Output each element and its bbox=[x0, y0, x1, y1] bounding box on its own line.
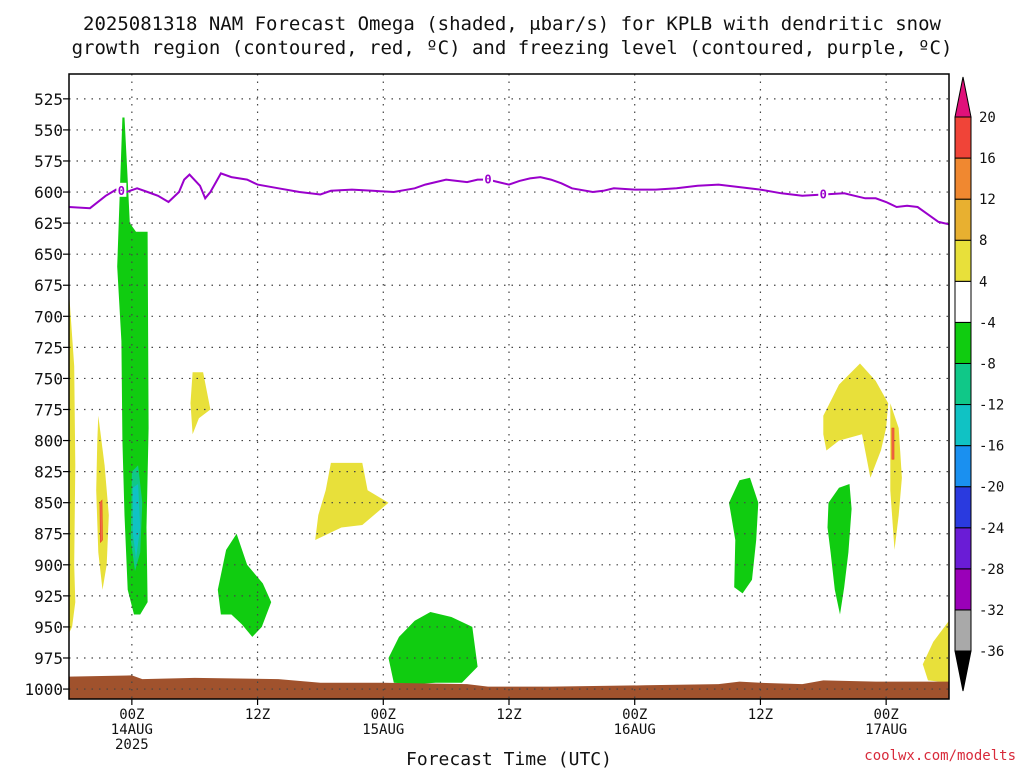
x-tick-label-2-0: 00Z bbox=[371, 707, 396, 723]
omega-region-3 bbox=[315, 462, 389, 540]
colorbar-label-13: 20 bbox=[979, 110, 996, 126]
omega-region-0 bbox=[69, 291, 76, 634]
colorbar: -36 -32 -28 -24 -20 -16 -12 -8 -4 4 8 12 16 20 bbox=[954, 76, 1004, 692]
dgz-contour-1 bbox=[891, 427, 895, 460]
y-tick-label-900: 900 bbox=[34, 556, 63, 575]
colorbar-bin-2 bbox=[954, 527, 972, 570]
x-tick-label-3-0: 12Z bbox=[496, 707, 521, 723]
y-tick-label-975: 975 bbox=[34, 649, 63, 668]
colorbar-bin-12 bbox=[954, 116, 972, 159]
colorbar-under-triangle bbox=[954, 650, 972, 692]
y-tick-label-775: 775 bbox=[34, 400, 63, 419]
y-tick-label-950: 950 bbox=[34, 618, 63, 637]
omega-region-13 bbox=[132, 484, 141, 559]
y-tick-label-875: 875 bbox=[34, 525, 63, 544]
x-tick-label-1-0: 12Z bbox=[245, 707, 270, 723]
omega-region-2 bbox=[190, 372, 211, 435]
colorbar-label-1: -32 bbox=[979, 603, 1004, 619]
colorbar-bin-8 bbox=[954, 280, 972, 323]
y-tick-label-625: 625 bbox=[34, 214, 63, 233]
y-tick-label-600: 600 bbox=[34, 183, 63, 202]
freezing-level: 0 0 0 bbox=[68, 171, 950, 226]
colorbar-bin-5 bbox=[954, 404, 972, 447]
y-tick-label-700: 700 bbox=[34, 307, 63, 326]
x-tick-label-5-0: 12Z bbox=[748, 707, 773, 723]
colorbar-label-2: -28 bbox=[979, 562, 1004, 578]
colorbar-bin-6 bbox=[954, 362, 972, 406]
omega-shading bbox=[69, 117, 949, 685]
colorbar-bin-9 bbox=[954, 239, 972, 282]
colorbar-bin-10 bbox=[954, 198, 972, 241]
omega-region-11 bbox=[827, 484, 852, 615]
y-tick-label-800: 800 bbox=[34, 432, 63, 451]
freezing-label-bg bbox=[483, 171, 494, 186]
x-tick-label-4-1: 16AUG bbox=[614, 722, 656, 738]
dgz-contour-0 bbox=[99, 499, 103, 544]
x-tick-label-0-0: 00Z bbox=[119, 707, 144, 723]
colorbar-label-9: 4 bbox=[979, 274, 987, 290]
colorbar-bin-7 bbox=[954, 321, 972, 364]
omega-region-6 bbox=[922, 620, 949, 683]
freezing-level-label-2: 0 bbox=[820, 188, 827, 202]
freezing-level-label-1: 0 bbox=[484, 173, 491, 187]
colorbar-bin-3 bbox=[954, 486, 972, 529]
colorbar-bin-4 bbox=[954, 445, 972, 488]
colorbar-label-3: -24 bbox=[979, 521, 1004, 537]
colorbar-bin-11 bbox=[954, 157, 972, 200]
chart-title-line2: growth region (contoured, red, ºC) and f… bbox=[72, 37, 953, 59]
plot-area: 0 0 0 bbox=[68, 73, 950, 700]
omega-region-9 bbox=[388, 612, 478, 685]
x-axis-label: Forecast Time (UTC) bbox=[406, 749, 612, 768]
credit-link[interactable]: coolwx.com/modelts bbox=[864, 748, 1016, 764]
colorbar-label-6: -12 bbox=[979, 398, 1004, 414]
colorbar-label-12: 16 bbox=[979, 151, 996, 167]
freezing-level-label-0: 0 bbox=[118, 184, 125, 198]
ground-fill bbox=[69, 675, 949, 699]
omega-region-1 bbox=[96, 415, 109, 590]
colorbar-bin-0 bbox=[954, 609, 972, 652]
y-tick-label-550: 550 bbox=[34, 121, 63, 140]
x-tick-label-0-1: 14AUG bbox=[111, 722, 153, 738]
freezing-label-bg bbox=[818, 186, 829, 201]
colorbar-label-4: -20 bbox=[979, 480, 1004, 496]
omega-region-10 bbox=[729, 477, 759, 594]
colorbar-label-11: 12 bbox=[979, 192, 996, 208]
y-tick-label-725: 725 bbox=[34, 338, 63, 357]
y-tick-label-1000: 1000 bbox=[24, 680, 63, 699]
omega-region-4 bbox=[823, 363, 889, 478]
x-tick-label-4-0: 00Z bbox=[622, 707, 647, 723]
colorbar-label-8: -4 bbox=[979, 315, 996, 331]
colorbar-over-triangle bbox=[954, 76, 972, 118]
y-tick-label-525: 525 bbox=[34, 90, 63, 109]
dendritic-growth-zone bbox=[99, 427, 895, 544]
omega-region-8 bbox=[217, 533, 272, 637]
ground-region bbox=[69, 675, 949, 699]
y-tick-label-925: 925 bbox=[34, 587, 63, 606]
x-tick-label-6-0: 00Z bbox=[873, 707, 898, 723]
y-tick-label-850: 850 bbox=[34, 494, 63, 513]
chart-title-line1: 2025081318 NAM Forecast Omega (shaded, μ… bbox=[83, 13, 941, 35]
y-tick-label-650: 650 bbox=[34, 245, 63, 264]
x-tick-label-6-1: 17AUG bbox=[865, 722, 907, 738]
y-tick-label-575: 575 bbox=[34, 152, 63, 171]
colorbar-label-10: 8 bbox=[979, 233, 987, 249]
colorbar-bin-1 bbox=[954, 568, 972, 611]
y-axis-ticks: 525 550 575 600 625 650 675 700 725 750 775 800 825 8… bbox=[24, 90, 69, 699]
y-tick-label-825: 825 bbox=[34, 463, 63, 482]
colorbar-label-0: -36 bbox=[979, 644, 1004, 660]
x-tick-label-2-1: 15AUG bbox=[362, 722, 404, 738]
colorbar-label-7: -8 bbox=[979, 356, 996, 372]
x-tick-label-0-2: 2025 bbox=[115, 737, 149, 753]
colorbar-label-5: -16 bbox=[979, 439, 1004, 455]
freezing-label-bg bbox=[116, 182, 127, 197]
y-tick-label-675: 675 bbox=[34, 276, 63, 295]
y-tick-label-750: 750 bbox=[34, 369, 63, 388]
